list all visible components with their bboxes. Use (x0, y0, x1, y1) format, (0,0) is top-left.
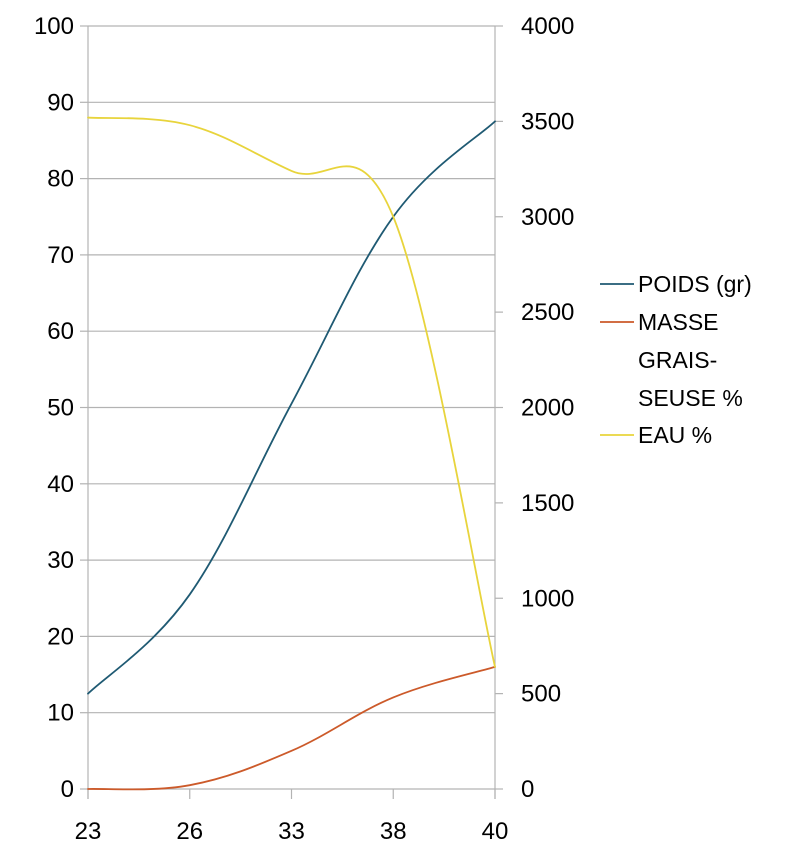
legend-label: EAU % (638, 422, 712, 448)
right-axis-tick-label: 0 (521, 776, 534, 803)
left-axis-tick-label: 100 (34, 13, 74, 40)
left-axis-tick-label: 10 (47, 700, 74, 727)
right-axis-tick-label: 1000 (521, 585, 574, 612)
x-axis-tick-label: 23 (75, 818, 102, 845)
x-axis-tick-label: 33 (278, 818, 305, 845)
left-axis-tick-label: 80 (47, 166, 74, 193)
right-axis-tick-label: 4000 (521, 13, 574, 40)
right-axis-tick-label: 1500 (521, 490, 574, 517)
x-axis-tick-label: 40 (482, 818, 509, 845)
left-axis-tick-label: 30 (47, 547, 74, 574)
series-line-0 (87, 120, 496, 695)
x-axis-tick-label: 26 (176, 818, 203, 845)
legend-label: SEUSE % (638, 385, 743, 411)
legend: POIDS (gr) MASSE GRAIS- SEUSE % EAU % (600, 271, 752, 448)
left-axis-tick-label: 40 (47, 471, 74, 498)
right-axis-tick-label: 3000 (521, 204, 574, 231)
left-axis-tick-label: 70 (47, 242, 74, 269)
right-axis-tick-label: 2000 (521, 395, 574, 422)
tick-labels: 0102030405060708090100050010001500200025… (34, 13, 574, 845)
x-axis-tick-label: 38 (380, 818, 407, 845)
right-axis-tick-label: 500 (521, 681, 561, 708)
legend-label: MASSE (638, 309, 719, 335)
right-axis-tick-label: 2500 (521, 299, 574, 326)
left-axis-tick-label: 90 (47, 89, 74, 116)
legend-label: GRAIS- (638, 347, 717, 373)
series-line-1 (87, 666, 496, 791)
right-axis-tick-label: 3500 (521, 108, 574, 135)
series-line-2 (87, 116, 496, 668)
left-axis-tick-label: 0 (61, 776, 74, 803)
series-lines (87, 116, 496, 791)
grid-lines (88, 25, 495, 714)
left-axis-tick-label: 20 (47, 623, 74, 650)
left-axis-tick-label: 60 (47, 318, 74, 345)
legend-label: POIDS (gr) (638, 271, 752, 297)
left-axis-tick-label: 50 (47, 395, 74, 422)
axes (80, 25, 503, 799)
